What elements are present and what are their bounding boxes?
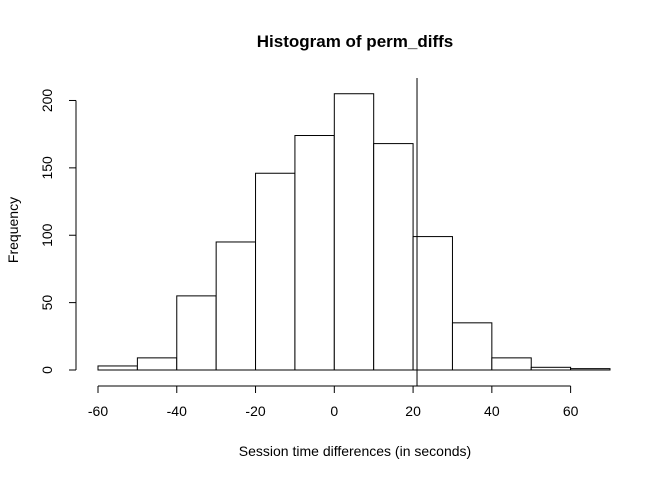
histogram-bar [97,365,138,371]
histogram-bar [412,236,453,371]
y-tick-label: 50 [39,295,55,311]
x-axis: -60 -40 -20 0 20 40 60 [88,385,579,419]
x-tick-label: -40 [167,403,187,419]
histogram-bar [176,295,217,371]
histogram-bar [215,241,257,371]
chart-title: Histogram of perm_diffs [257,32,453,51]
y-axis: 0 50 100 150 200 [39,89,77,374]
histogram-bar [451,322,493,371]
y-axis-label: Frequency [5,197,21,263]
histogram-bar [136,357,178,371]
bars-group [97,93,611,371]
y-tick-label: 150 [39,156,55,180]
histogram-bar [255,172,296,371]
histogram-bar [491,357,532,371]
x-tick-label: -20 [245,403,265,419]
histogram-bar [530,366,572,371]
y-tick-label: 200 [39,89,55,113]
histogram-bar [294,135,335,371]
x-tick-label: 60 [563,403,579,419]
x-axis-label: Session time differences (in seconds) [239,443,471,459]
histogram-bar [570,368,611,371]
x-tick-label: 40 [484,403,500,419]
histogram-bar [333,93,375,371]
y-tick-label: 0 [39,366,55,374]
x-tick-label: 0 [330,403,338,419]
y-tick-label: 100 [39,223,55,247]
histogram-bar [373,143,414,371]
x-tick-label: 20 [405,403,421,419]
x-tick-label: -60 [88,403,108,419]
